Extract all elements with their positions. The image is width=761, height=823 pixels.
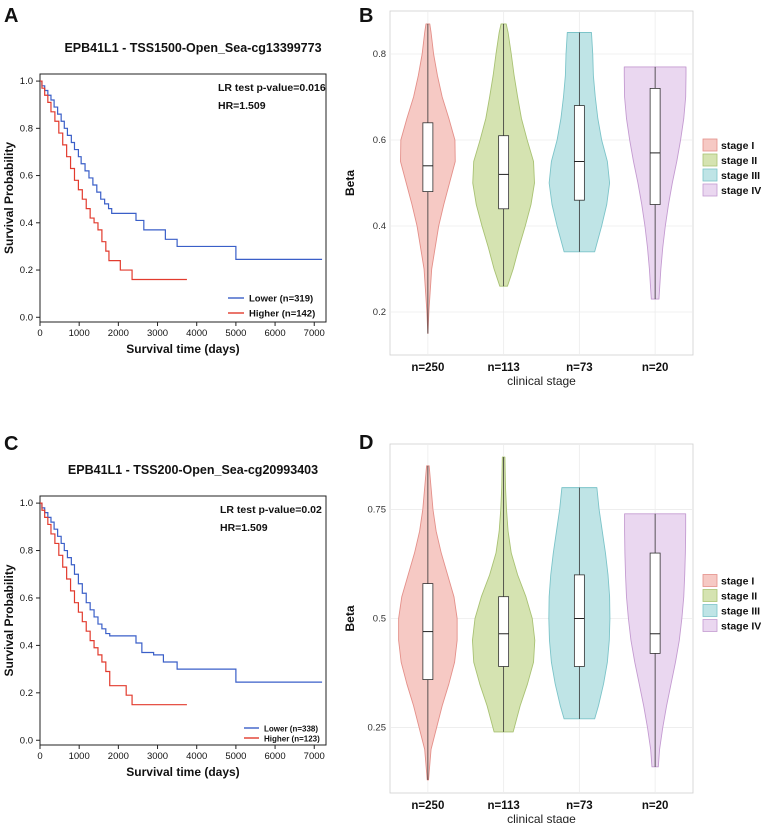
x-tick-label: 5000: [225, 751, 246, 762]
legend-swatch: [702, 138, 718, 152]
x-tick-label: 4000: [186, 328, 207, 339]
legend-label: stage II: [721, 155, 757, 167]
box: [498, 596, 510, 667]
stat-annotation: LR test p-value=0.02: [220, 504, 322, 516]
y-tick-label: 0.8: [20, 546, 33, 557]
box: [573, 574, 585, 667]
x-tick-label: 3000: [147, 328, 168, 339]
x-tick-label: 4000: [186, 751, 207, 762]
legend-label: stage IV: [721, 185, 761, 197]
km-panel-a: A EPB41L1 - TSS1500-Open_Sea-cg13399773 0 1…: [2, 5, 327, 356]
y-tick-label: 0.2: [373, 307, 386, 318]
x-tick-label: 6000: [264, 328, 285, 339]
panel-letter: B: [359, 5, 373, 27]
legend-label: Lower (n=319): [249, 294, 313, 305]
legend-swatch: [702, 604, 718, 617]
panel-letter: D: [359, 432, 373, 454]
y-tick-label: 0.2: [20, 688, 33, 699]
y-axis-label: Beta: [343, 170, 357, 196]
violin-panel-d: D 0.25 0.5 0.75 n=250 n=113 n=73 n=20 clinical s…: [343, 432, 761, 823]
x-tick-label: 2000: [108, 328, 129, 339]
box: [498, 135, 510, 210]
category-label: n=113: [487, 800, 519, 812]
legend-swatch: [702, 183, 718, 197]
legend-label: Lower (n=338): [264, 725, 318, 734]
x-axis-label: Survival time (days): [126, 342, 239, 356]
x-tick-label: 7000: [304, 328, 325, 339]
y-tick-label: 0.0: [20, 735, 33, 746]
category-label: n=250: [411, 800, 444, 812]
violin-panel-b: B 0.2 0.4 0.6 0.8 n=250 n=113 n=73 n=20 clinical …: [343, 5, 761, 388]
survival-curve: [40, 80, 187, 281]
y-tick-label: 0.0: [20, 312, 33, 323]
x-tick-label: 5000: [225, 328, 246, 339]
plot-frame: [39, 495, 327, 746]
y-tick-label: 0.4: [20, 640, 33, 651]
chart-title: EPB41L1 - TSS1500-Open_Sea-cg13399773: [64, 41, 321, 55]
x-tick-label: 2000: [108, 751, 129, 762]
legend-label: stage I: [721, 140, 754, 152]
category-label: n=73: [566, 362, 593, 374]
legend-label: stage III: [721, 170, 760, 182]
box: [649, 88, 661, 205]
legend-swatch: [702, 589, 718, 602]
category-label: n=113: [487, 362, 519, 374]
legend-label: stage III: [721, 606, 760, 618]
x-tick-label: 7000: [304, 751, 325, 762]
box: [649, 552, 661, 654]
legend-label: stage I: [721, 576, 754, 588]
y-tick-label: 0.6: [20, 593, 33, 604]
panel-letter: C: [4, 433, 18, 455]
y-tick-label: 0.75: [368, 504, 387, 515]
category-label: n=250: [411, 362, 444, 374]
legend-label: Higher (n=142): [249, 309, 315, 320]
legend-label: Higher (n=123): [264, 735, 320, 744]
x-tick-label: 3000: [147, 751, 168, 762]
y-tick-label: 0.8: [20, 123, 33, 134]
x-tick-label: 0: [37, 328, 42, 339]
box: [573, 105, 585, 201]
y-tick-label: 0.4: [373, 221, 386, 232]
category-label: n=20: [642, 362, 669, 374]
legend-swatch: [702, 574, 718, 587]
legend-label: stage IV: [721, 621, 761, 633]
x-axis-label: clinical stage: [507, 374, 576, 388]
panel-letter: A: [4, 5, 18, 27]
category-label: n=73: [566, 800, 593, 812]
x-axis-label: clinical stage: [507, 812, 576, 823]
legend-swatch: [702, 619, 718, 632]
survival-curve: [40, 80, 323, 261]
x-axis-label: Survival time (days): [126, 765, 239, 779]
box: [422, 122, 434, 193]
legend-swatch: [702, 168, 718, 182]
category-label: n=20: [642, 800, 669, 812]
y-tick-label: 0.2: [20, 265, 33, 276]
x-tick-label: 0: [37, 751, 42, 762]
survival-curve: [40, 502, 187, 706]
plot-frame: [39, 73, 327, 323]
x-tick-label: 6000: [264, 751, 285, 762]
y-tick-label: 0.6: [373, 135, 386, 146]
y-axis-label: Beta: [343, 605, 357, 631]
y-axis-label: Survival Probability: [2, 564, 16, 676]
legend-label: stage II: [721, 591, 757, 603]
y-tick-label: 1.0: [20, 76, 33, 87]
y-tick-label: 0.25: [368, 723, 387, 734]
stat-annotation: HR=1.509: [218, 100, 266, 112]
chart-title: EPB41L1 - TSS200-Open_Sea-cg20993403: [68, 463, 318, 477]
km-panel-c: C EPB41L1 - TSS200-Open_Sea-cg20993403 0 10…: [2, 433, 327, 779]
x-tick-label: 1000: [69, 751, 90, 762]
y-tick-label: 1.0: [20, 498, 33, 509]
survival-curve: [40, 502, 323, 683]
stat-annotation: LR test p-value=0.016: [218, 82, 326, 94]
x-tick-label: 1000: [69, 328, 90, 339]
y-axis-label: Survival Probability: [2, 142, 16, 254]
stat-annotation: HR=1.509: [220, 522, 268, 534]
y-tick-label: 0.6: [20, 171, 33, 182]
y-tick-label: 0.8: [373, 49, 386, 60]
y-tick-label: 0.4: [20, 218, 33, 229]
legend-swatch: [702, 153, 718, 167]
y-tick-label: 0.5: [373, 614, 386, 625]
